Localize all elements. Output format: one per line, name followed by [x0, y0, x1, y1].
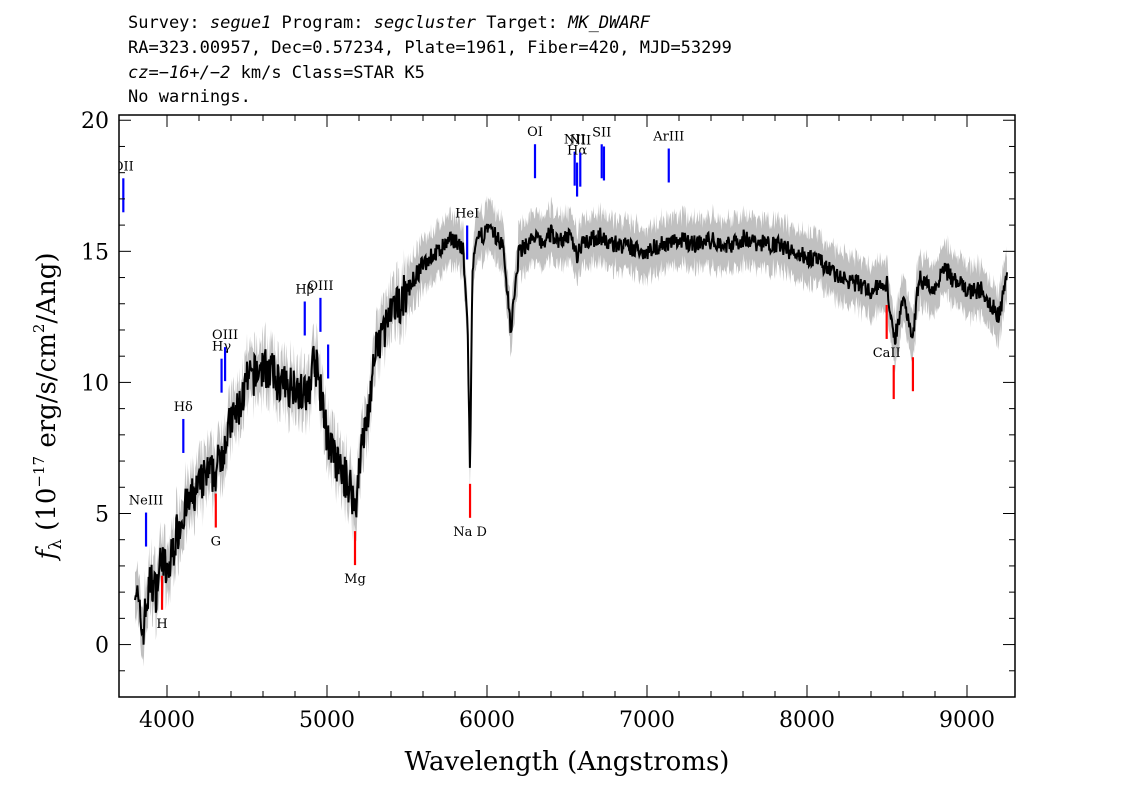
y-tick-label: 5: [95, 502, 109, 527]
y-tick-label: 20: [81, 109, 109, 134]
line-label: ArIII: [652, 130, 684, 145]
y-tick-label: 0: [95, 634, 109, 659]
line-label: Mg: [344, 572, 366, 587]
line-marker-20: CaII: [873, 304, 901, 361]
flux-series-line: [134, 223, 1008, 645]
line-marker-17: G: [211, 493, 221, 550]
line-label: OII: [113, 159, 134, 174]
line-marker-1: NeIII: [129, 494, 163, 547]
line-label: OIII: [212, 328, 238, 343]
y-tick-label: 15: [81, 240, 109, 265]
line-label: OIII: [307, 279, 333, 294]
line-marker-16: H: [156, 575, 168, 632]
y-tick-label: 10: [81, 371, 109, 396]
line-marker-0: OII: [113, 159, 134, 213]
x-tick-label: 5000: [299, 708, 355, 733]
plot-frame: [118, 114, 1016, 698]
line-marker-2: Hδ: [174, 400, 193, 453]
line-label: H: [156, 617, 167, 632]
line-marker-4: OIII: [212, 328, 238, 382]
x-axis-title: Wavelength (Angstroms): [405, 747, 730, 777]
line-label: Na D: [453, 525, 487, 540]
flux-error-band: [135, 195, 1007, 667]
header-line-1: Survey: segue1 Program: segcluster Targe…: [128, 13, 651, 33]
axis-ticks: 4000 5000 6000 7000 8000 9000 0 5 10 15 20: [81, 109, 1015, 733]
line-marker-6: OIII: [307, 279, 333, 332]
line-label: OI: [527, 125, 543, 140]
line-marker-12: NII: [569, 134, 591, 187]
x-tick-label: 8000: [779, 708, 835, 733]
line-marker-15: ArIII: [652, 130, 684, 183]
header-line-4: No warnings.: [128, 87, 251, 107]
line-marker-13: SII: [592, 125, 611, 179]
line-marker-19: Na D: [453, 483, 487, 540]
line-label: NII: [564, 133, 586, 148]
line-label: Hα: [567, 144, 587, 159]
line-label: HeI: [455, 206, 479, 221]
header: Survey: segue1 Program: segcluster Targe…: [128, 13, 732, 107]
line-label: G: [211, 535, 221, 550]
x-tick-label: 9000: [939, 708, 995, 733]
line-label: NII: [569, 134, 591, 149]
header-line-2: RA=323.00957, Dec=0.57234, Plate=1961, F…: [128, 38, 732, 58]
x-tick-label: 4000: [139, 708, 195, 733]
line-marker-18: Mg: [344, 531, 366, 587]
line-marker-9: OI: [527, 125, 543, 179]
line-marker-8: HeI: [455, 206, 479, 260]
line-marker-5: Hβ: [295, 283, 314, 336]
line-marker-3: Hγ: [212, 340, 231, 393]
line-marker-11: Hα: [567, 144, 587, 197]
line-label: NeIII: [129, 494, 163, 509]
line-label: Hβ: [295, 283, 314, 298]
line-label: Hγ: [212, 340, 231, 355]
x-tick-label: 6000: [459, 708, 515, 733]
header-line-3: cz=−16+/−2 km/s Class=STAR K5: [128, 63, 425, 83]
line-label: Hδ: [174, 400, 193, 415]
x-tick-label: 7000: [619, 708, 675, 733]
line-label: SII: [592, 125, 611, 140]
line-marker-10: NII: [564, 133, 586, 186]
line-label: CaII: [873, 346, 901, 361]
y-axis-title: fλ (10−17 erg/s/cm2/Ang): [30, 253, 66, 562]
